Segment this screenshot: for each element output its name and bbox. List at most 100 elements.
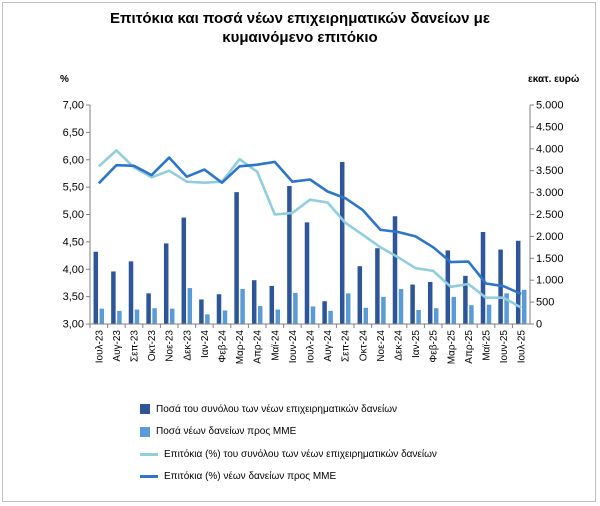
bar-total-loans-7	[216, 294, 222, 324]
legend: Ποσά του συνόλου των νέων επιχειρηματικώ…	[140, 398, 560, 488]
right-tick-label: 1.500	[536, 253, 564, 265]
x-tick-label: Σεπ-23	[130, 330, 141, 362]
bar-sme-loans-18	[416, 309, 421, 324]
line-total-rate	[97, 149, 522, 309]
chart-frame	[2, 2, 596, 502]
x-tick-label: Απρ-25	[464, 330, 475, 364]
bar-sme-loans-1	[117, 310, 122, 324]
bar-total-loans-6	[199, 299, 204, 324]
right-tick-label: 4.500	[536, 121, 564, 133]
right-axis-unit-label: εκατ. ευρώ	[528, 74, 580, 85]
left-tick-label: 3,00	[63, 319, 84, 331]
legend-label: Ποσά νέων δανείων προς ΜΜΕ	[156, 426, 297, 438]
bar-total-loans-11	[287, 186, 292, 324]
bar-sme-loans-10	[275, 309, 281, 324]
x-tick-label: Σεπ-24	[341, 330, 352, 362]
bar-total-loans-9	[251, 280, 257, 324]
x-tick-label: Φεβ-25	[429, 330, 440, 363]
bar-sme-loans-0	[99, 308, 105, 324]
right-tick-label: 2.500	[536, 209, 564, 221]
bar-sme-loans-17	[398, 288, 404, 324]
x-tick-label: Οκτ-23	[147, 330, 158, 362]
x-tick-label: Μαρ-25	[446, 330, 457, 365]
right-tick-label: 1.000	[536, 275, 564, 287]
bar-sme-loans-24	[521, 289, 527, 324]
bar-sme-loans-20	[451, 296, 457, 324]
bar-sme-loans-13	[328, 310, 333, 324]
bar-total-loans-24	[515, 240, 521, 324]
x-tick-label: Ιουλ-23	[94, 330, 105, 364]
right-tick-label: 2.000	[536, 231, 564, 243]
legend-label: Επιτόκια (%) νέων δανείων προς ΜΜΕ	[164, 471, 337, 483]
legend-label: Ποσά του συνόλου των νέων επιχειρηματικώ…	[156, 403, 398, 415]
bar-total-loans-14	[339, 161, 345, 324]
left-tick-label: 4,00	[63, 264, 84, 276]
bar-sme-loans-12	[310, 306, 316, 324]
left-tick-label: 5,00	[63, 209, 84, 221]
x-tick-label: Νοε-23	[165, 330, 176, 362]
left-tick-label: 7,00	[63, 100, 84, 112]
x-tick-label: Μαϊ-24	[270, 330, 281, 361]
chart-title: Επιτόκια και ποσά νέων επιχειρηματικών δ…	[0, 9, 600, 47]
x-tick-label: Ιαν-24	[200, 330, 211, 358]
bar-total-loans-13	[322, 301, 327, 324]
line-sme-rate	[97, 156, 522, 296]
legend-swatch	[140, 426, 150, 437]
left-axis-unit-label: %	[60, 74, 69, 85]
bar-total-loans-17	[392, 216, 398, 324]
bar-total-loans-2	[128, 261, 134, 324]
right-tick-label: 0	[536, 319, 542, 331]
bar-sme-loans-19	[433, 308, 439, 324]
x-tick-label: Δεκ-24	[394, 330, 405, 361]
left-tick-label: 6,50	[63, 127, 84, 139]
legend-swatch	[140, 475, 158, 479]
bar-total-loans-21	[463, 275, 468, 324]
right-tick-label: 3.000	[536, 187, 564, 199]
bar-sme-loans-9	[257, 306, 263, 324]
bar-sme-loans-7	[222, 310, 228, 324]
bar-sme-loans-22	[486, 304, 492, 324]
x-tick-label: Αυγ-23	[112, 330, 123, 362]
legend-item-2: Επιτόκια (%) του συνόλου των νέων επιχει…	[140, 443, 560, 466]
bar-total-loans-5	[181, 217, 187, 324]
bar-sme-loans-2	[134, 309, 140, 324]
bar-total-loans-16	[375, 248, 380, 324]
x-tick-label: Μαϊ-25	[482, 330, 493, 361]
bar-sme-loans-23	[504, 293, 509, 324]
bar-total-loans-10	[269, 285, 275, 324]
right-tick-label: 5.000	[536, 100, 564, 112]
chart-title-line-1: Επιτόκια και ποσά νέων επιχειρηματικών δ…	[110, 10, 490, 27]
bar-total-loans-19	[427, 281, 433, 324]
x-tick-label: Ιουν-24	[288, 330, 299, 364]
bar-total-loans-15	[357, 266, 363, 324]
left-tick-label: 5,50	[63, 182, 84, 194]
x-tick-label: Ιουλ-25	[517, 330, 528, 364]
bar-total-loans-0	[93, 251, 99, 324]
left-tick-label: 3,50	[63, 291, 84, 303]
legend-item-1: Ποσά νέων δανείων προς ΜΜΕ	[140, 421, 560, 444]
bar-sme-loans-3	[152, 308, 157, 324]
legend-label: Επιτόκια (%) του συνόλου των νέων επιχει…	[164, 448, 437, 460]
chart-title-line-2: κυμαινόμενο επιτόκιο	[222, 29, 378, 46]
bar-total-loans-18	[410, 284, 415, 324]
bar-sme-loans-11	[293, 292, 298, 324]
right-tick-label: 4.000	[536, 143, 564, 155]
x-tick-label: Φεβ-24	[218, 330, 229, 363]
legend-swatch	[140, 404, 150, 415]
bar-total-loans-20	[445, 250, 451, 324]
left-tick-label: 4,50	[63, 236, 84, 248]
x-tick-label: Ιουλ-24	[306, 330, 317, 364]
legend-item-0: Ποσά του συνόλου των νέων επιχειρηματικώ…	[140, 398, 560, 421]
x-tick-label: Αυγ-24	[323, 330, 334, 362]
bar-sme-loans-8	[240, 288, 245, 324]
bar-sme-loans-14	[345, 293, 351, 324]
bar-sme-loans-6	[205, 314, 210, 324]
bar-sme-loans-15	[363, 307, 369, 324]
x-tick-label: Νοε-24	[376, 330, 387, 362]
bar-total-loans-1	[111, 271, 116, 324]
bar-sme-loans-4	[169, 308, 175, 324]
bar-sme-loans-16	[381, 296, 386, 324]
left-tick-label: 6,00	[63, 154, 84, 166]
bar-sme-loans-21	[469, 305, 474, 324]
